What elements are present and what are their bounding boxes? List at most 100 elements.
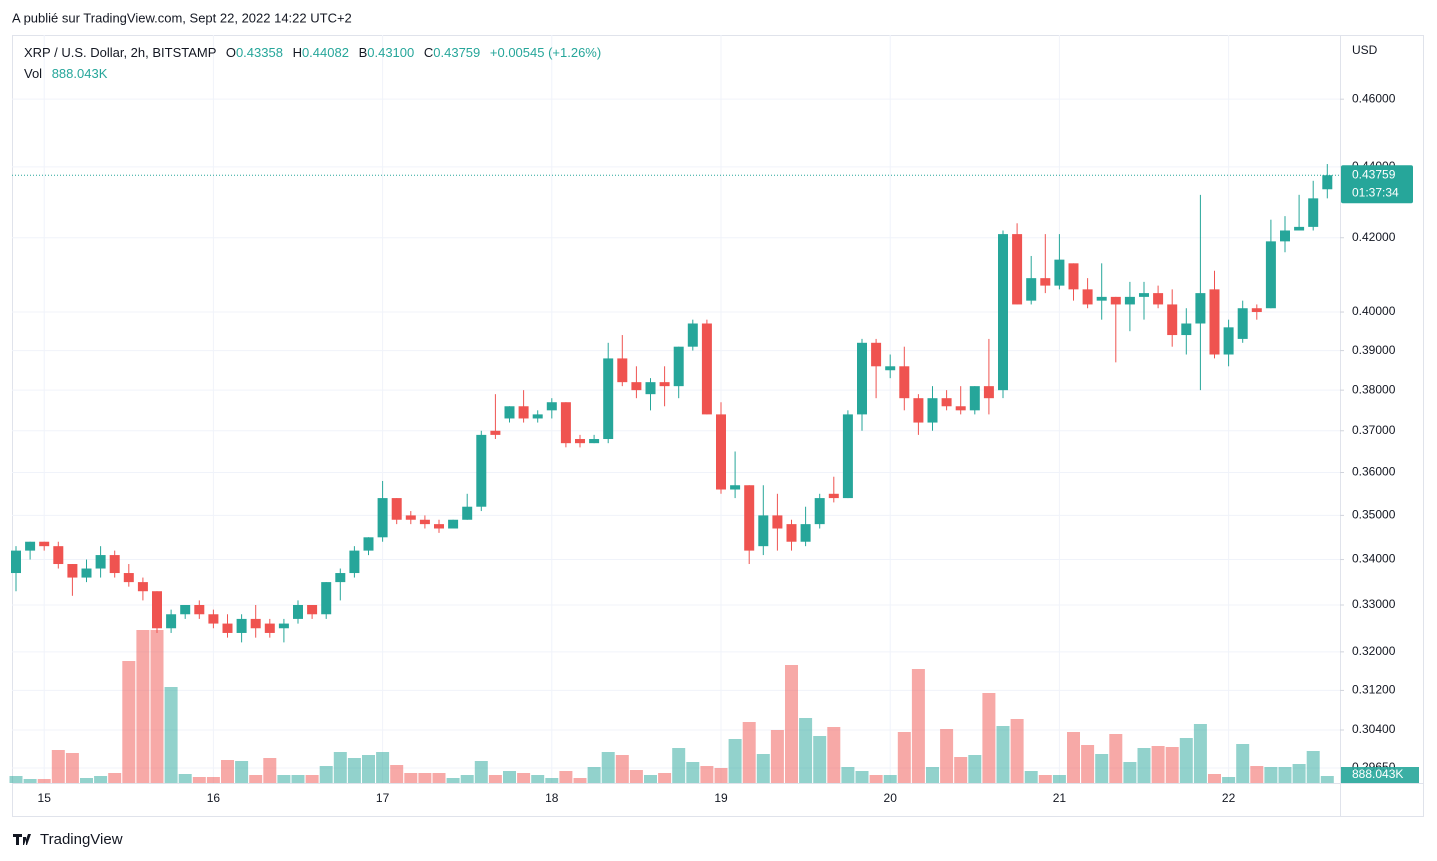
candle-body [518,406,529,419]
candle-body [1054,259,1065,286]
volume-bar [1052,775,1066,783]
candle-body [391,498,402,520]
volume-bar [150,630,164,783]
candle-body [532,414,543,419]
volume-bar [1320,776,1334,783]
volume-bar [277,775,291,783]
volume-bar [644,775,657,783]
legend-header: XRP / U.S. Dollar, 2h, BITSTAMP O0.43358… [24,45,601,60]
x-tick-label: 22 [1222,791,1236,805]
y-tick-label: 0.38000 [1352,382,1396,396]
volume-bar [855,771,869,783]
volume-bar [658,773,672,783]
candle-body [1167,304,1178,336]
last-price-box [1341,165,1413,204]
last-price-label: 0.43759 [1352,167,1396,181]
volume-bar [827,727,841,783]
candle-body [1012,234,1023,305]
candle-body [264,623,275,633]
volume-bar [291,775,305,783]
candle-body [1251,308,1262,313]
y-tick-label: 0.36000 [1352,465,1396,479]
volume-bar [178,774,192,783]
y-tick-label: 0.39000 [1352,343,1396,357]
candle-body [476,434,487,507]
candle-body [95,555,106,569]
x-tick-label: 19 [714,791,728,805]
x-tick-label: 21 [1053,791,1067,805]
volume-bar [206,777,220,783]
volume-bar [432,773,446,783]
candle-body [278,623,289,629]
candle-body [701,323,712,415]
x-tick-label: 16 [207,791,221,805]
candle-body [1265,241,1276,309]
volume-bar [926,767,939,783]
volume-bar [503,771,516,783]
volume-bar [80,778,93,783]
volume-bar [263,758,277,783]
candle-body [575,439,585,444]
y-tick-label: 0.32000 [1352,644,1396,658]
volume-bar [418,773,432,783]
volume-bar [559,771,573,783]
volume-bar [785,665,798,783]
countdown: 01:37:34 [1352,185,1399,199]
volume-bar [1067,732,1080,783]
y-tick-label: 0.42000 [1352,230,1396,244]
candle-body [716,414,726,490]
x-tick-label: 17 [376,791,390,805]
volume-bar [347,758,361,783]
volume-bar [1292,764,1306,783]
candle-body [1280,230,1290,242]
volume-header: Vol 888.043K [24,66,108,81]
volume-bar [1250,766,1264,783]
candle-body [1026,278,1037,301]
candle-body [842,414,853,499]
candle-body [659,382,670,387]
candle-body [786,524,797,542]
volume-bar [714,768,728,783]
candle-body [546,402,557,411]
ohlc-key: H [293,45,302,60]
candle-body [208,614,219,624]
candle-body [828,493,839,499]
volume-bar [573,778,587,783]
candle-body [1181,323,1192,336]
candle-body [335,573,346,583]
candle-body [405,515,416,520]
candle-body [1139,293,1149,297]
y-tick-label: 0.34000 [1352,552,1396,566]
candle-body [490,430,501,435]
y-tick-label: 0.40000 [1352,304,1396,318]
candle-body [631,382,642,391]
volume-bar [1123,762,1137,783]
volume-bar [108,773,122,783]
candle-body [222,623,233,633]
volume-bar [968,755,982,783]
candle-body [1153,293,1164,305]
volume-bar [601,752,615,783]
candle-body [53,546,64,565]
y-tick-label: 0.37000 [1352,423,1396,437]
candle-body [25,541,36,551]
candle-body [1209,289,1220,355]
candle-body [109,555,120,574]
candle-body [772,515,783,529]
candle-body [137,582,148,592]
brand-logo [13,834,31,845]
volume-bar [883,775,897,783]
candle-body [998,234,1008,391]
volume-bar [869,775,883,783]
candle-body [1082,289,1093,305]
volume-bar [23,779,37,783]
volume-label-box [1341,767,1419,783]
volume-bar [305,775,319,783]
volume-bar [404,773,418,783]
candle-body [1308,198,1319,227]
volume-bar [65,753,79,783]
x-tick-label: 18 [545,791,559,805]
candle-body [194,605,205,615]
x-tick-label: 20 [884,791,898,805]
